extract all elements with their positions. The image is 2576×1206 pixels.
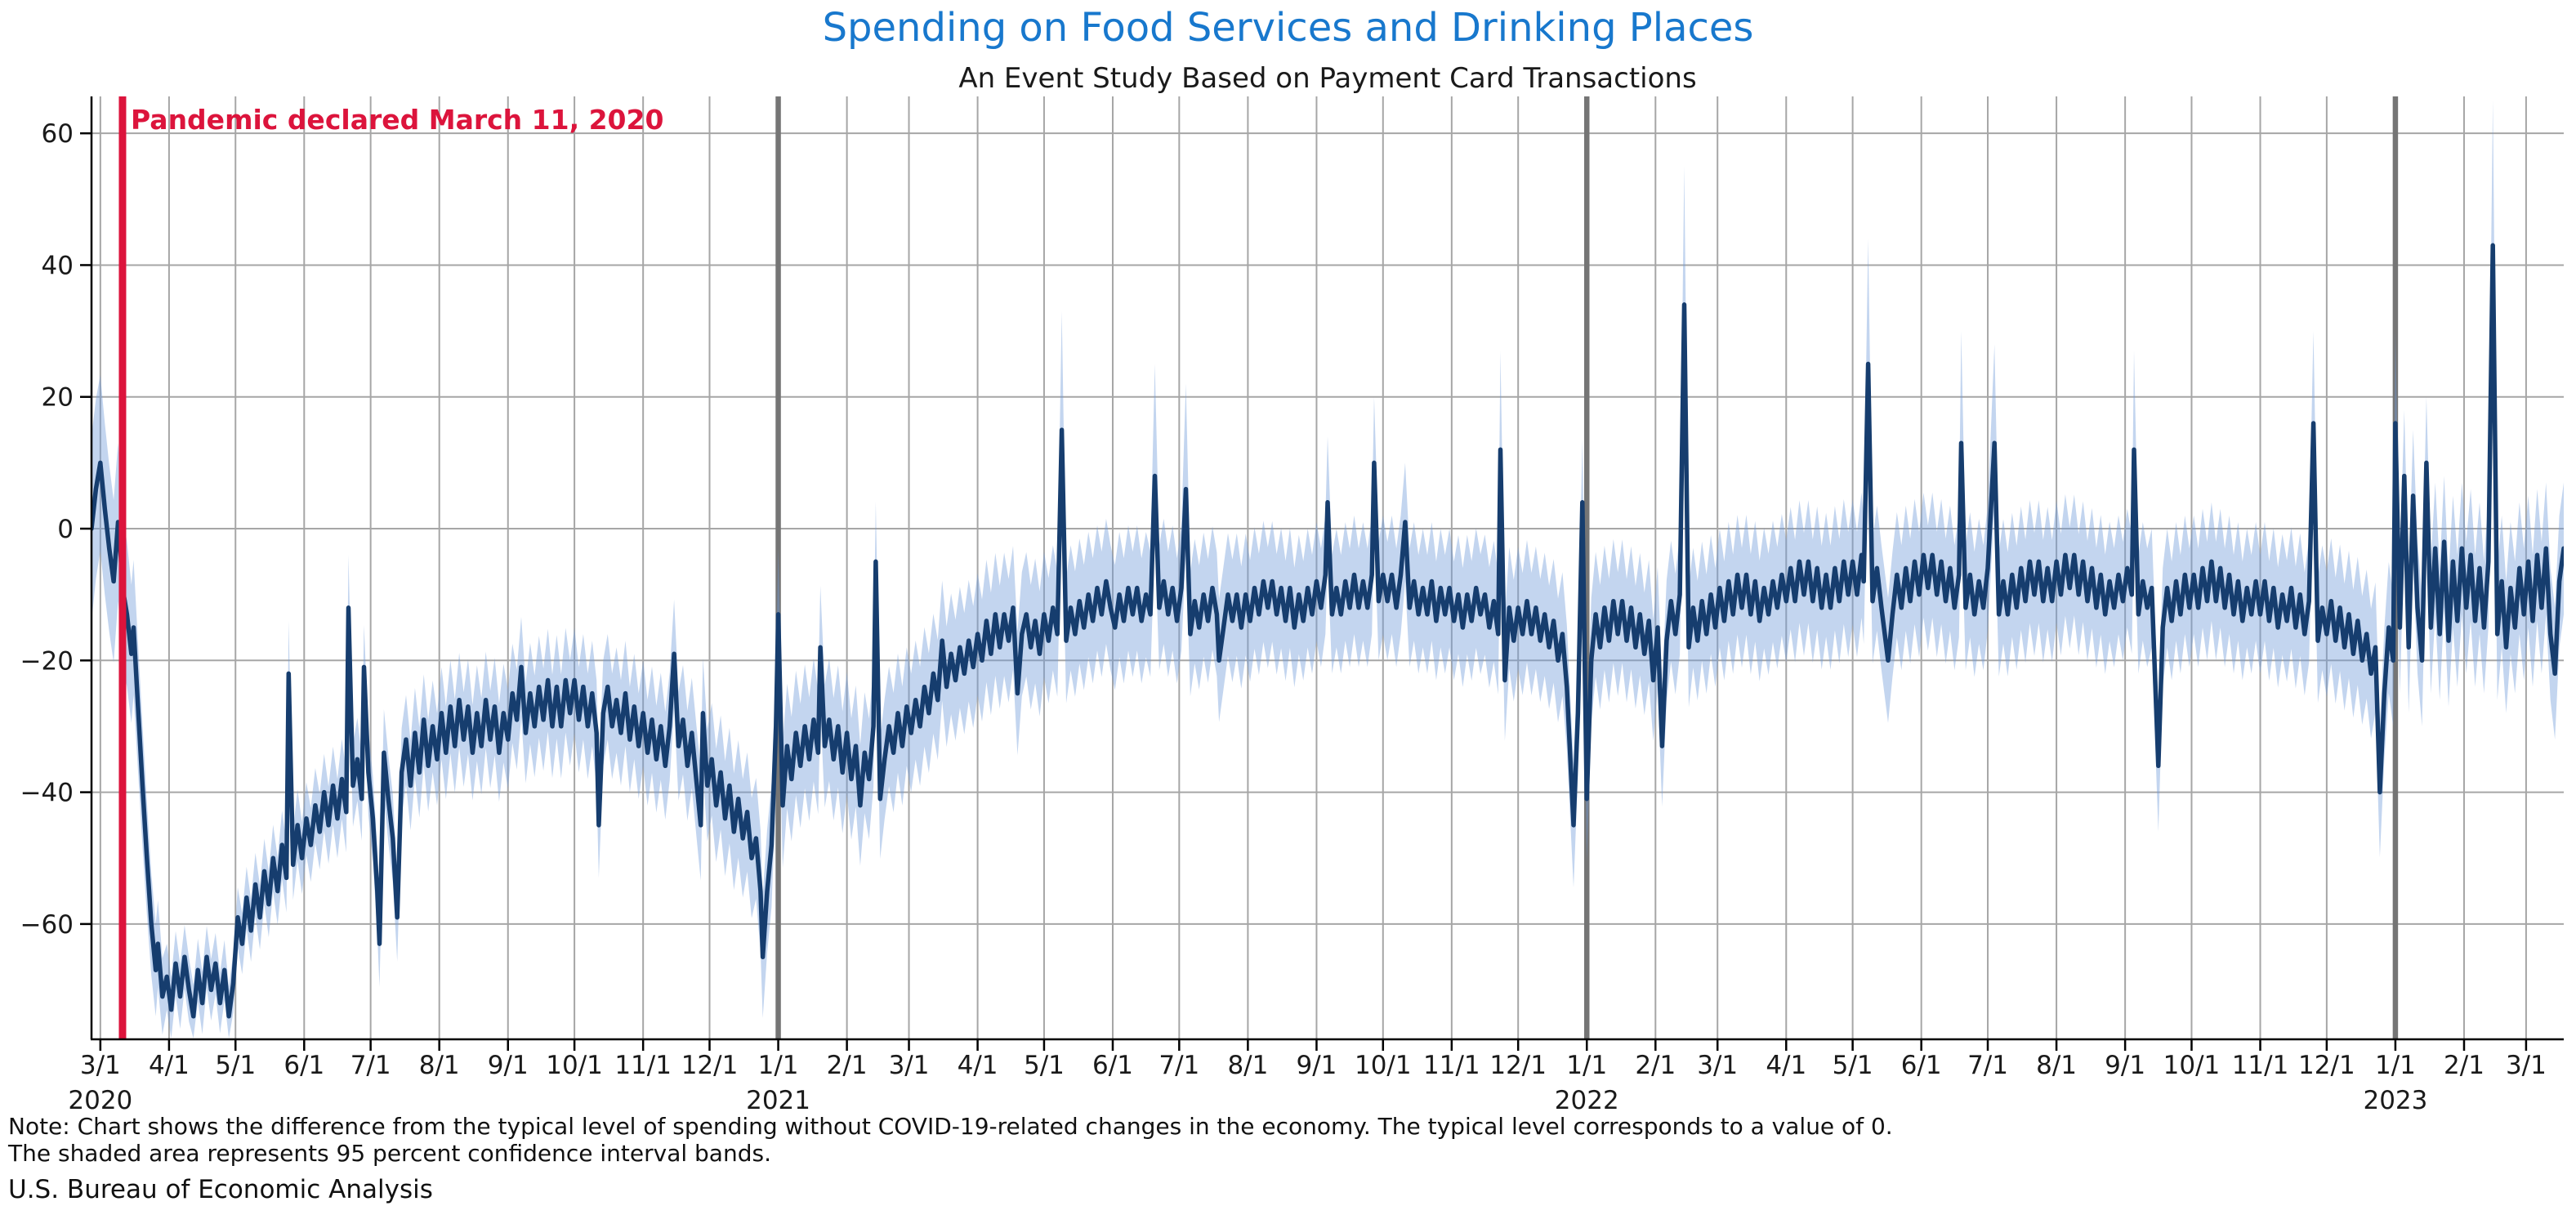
x-tick-label: 2/1 <box>1635 1051 1676 1080</box>
x-tick-label: 5/1 <box>215 1051 256 1080</box>
x-tick-label: 1/1 <box>2375 1051 2416 1080</box>
pandemic-annotation: Pandemic declared March 11, 2020 <box>131 104 664 136</box>
x-tick-label: 7/1 <box>350 1051 391 1080</box>
gridlines <box>92 96 2564 1039</box>
y-tick-label: −20 <box>20 646 74 676</box>
x-tick-label: 12/1 <box>1489 1051 1547 1080</box>
y-tick-label: 0 <box>57 515 74 544</box>
x-tick-label: 8/1 <box>419 1051 460 1080</box>
y-tick-label: 40 <box>42 251 74 280</box>
x-tick-label: 11/1 <box>614 1051 672 1080</box>
chart-title: Spending on Food Services and Drinking P… <box>822 5 1754 51</box>
y-tick-label: −40 <box>20 779 74 808</box>
x-tick-label: 1/1 <box>1566 1051 1607 1080</box>
x-tick-label: 9/1 <box>2105 1051 2145 1080</box>
x-tick-label: 11/1 <box>2232 1051 2289 1080</box>
x-tick-label: 4/1 <box>958 1051 998 1080</box>
x-year-label: 2022 <box>1555 1086 1619 1115</box>
confidence-band <box>92 100 2564 1038</box>
x-tick-label: 1/1 <box>758 1051 799 1080</box>
x-tick-label: 10/1 <box>1355 1051 1412 1080</box>
x-tick-label: 12/1 <box>681 1051 739 1080</box>
x-tick-label: 3/1 <box>1697 1051 1738 1080</box>
x-tick-label: 8/1 <box>1227 1051 1268 1080</box>
y-tick-label: 20 <box>42 383 74 413</box>
x-tick-label: 5/1 <box>1833 1051 1873 1080</box>
source-attribution: U.S. Bureau of Economic Analysis <box>8 1175 433 1204</box>
x-tick-label: 3/1 <box>80 1051 121 1080</box>
y-tick-label: 60 <box>42 119 74 149</box>
x-tick-label: 2/1 <box>2444 1051 2484 1080</box>
y-axis-ticks: 60 40 20 0 −20 −40 −60 <box>20 119 92 940</box>
note-line-1: Note: Chart shows the difference from th… <box>8 1113 1893 1140</box>
x-tick-label: 5/1 <box>1024 1051 1065 1080</box>
x-tick-label: 3/1 <box>889 1051 930 1080</box>
y-tick-label: −60 <box>20 910 74 940</box>
x-tick-label: 6/1 <box>283 1051 324 1080</box>
x-tick-label: 9/1 <box>488 1051 529 1080</box>
x-tick-label: 10/1 <box>2163 1051 2221 1080</box>
x-tick-label: 6/1 <box>1092 1051 1133 1080</box>
spending-series-line <box>92 243 2564 1019</box>
x-tick-label: 7/1 <box>1159 1051 1199 1080</box>
x-tick-label: 6/1 <box>1901 1051 1942 1080</box>
x-tick-label: 8/1 <box>2036 1051 2077 1080</box>
x-tick-label: 2/1 <box>827 1051 868 1080</box>
x-tick-label: 3/1 <box>2506 1051 2547 1080</box>
chart-subtitle: An Event Study Based on Payment Card Tra… <box>958 62 1697 95</box>
x-tick-label: 9/1 <box>1296 1051 1337 1080</box>
x-tick-label: 4/1 <box>1766 1051 1806 1080</box>
x-tick-label: 12/1 <box>2298 1051 2355 1080</box>
x-tick-label: 7/1 <box>1967 1051 2008 1080</box>
x-tick-label: 4/1 <box>149 1051 190 1080</box>
x-axis-ticks: 3/1 4/1 5/1 6/1 7/1 8/1 9/1 10/1 11/1 12/1 1/1 2/1 3… <box>68 1039 2547 1115</box>
x-year-label: 2021 <box>746 1086 810 1115</box>
x-tick-label: 10/1 <box>546 1051 603 1080</box>
x-tick-label: 11/1 <box>1423 1051 1480 1080</box>
x-year-label: 2023 <box>2363 1086 2427 1115</box>
x-year-label: 2020 <box>68 1086 132 1115</box>
note-line-2: The shaded area represents 95 percent co… <box>8 1140 771 1167</box>
